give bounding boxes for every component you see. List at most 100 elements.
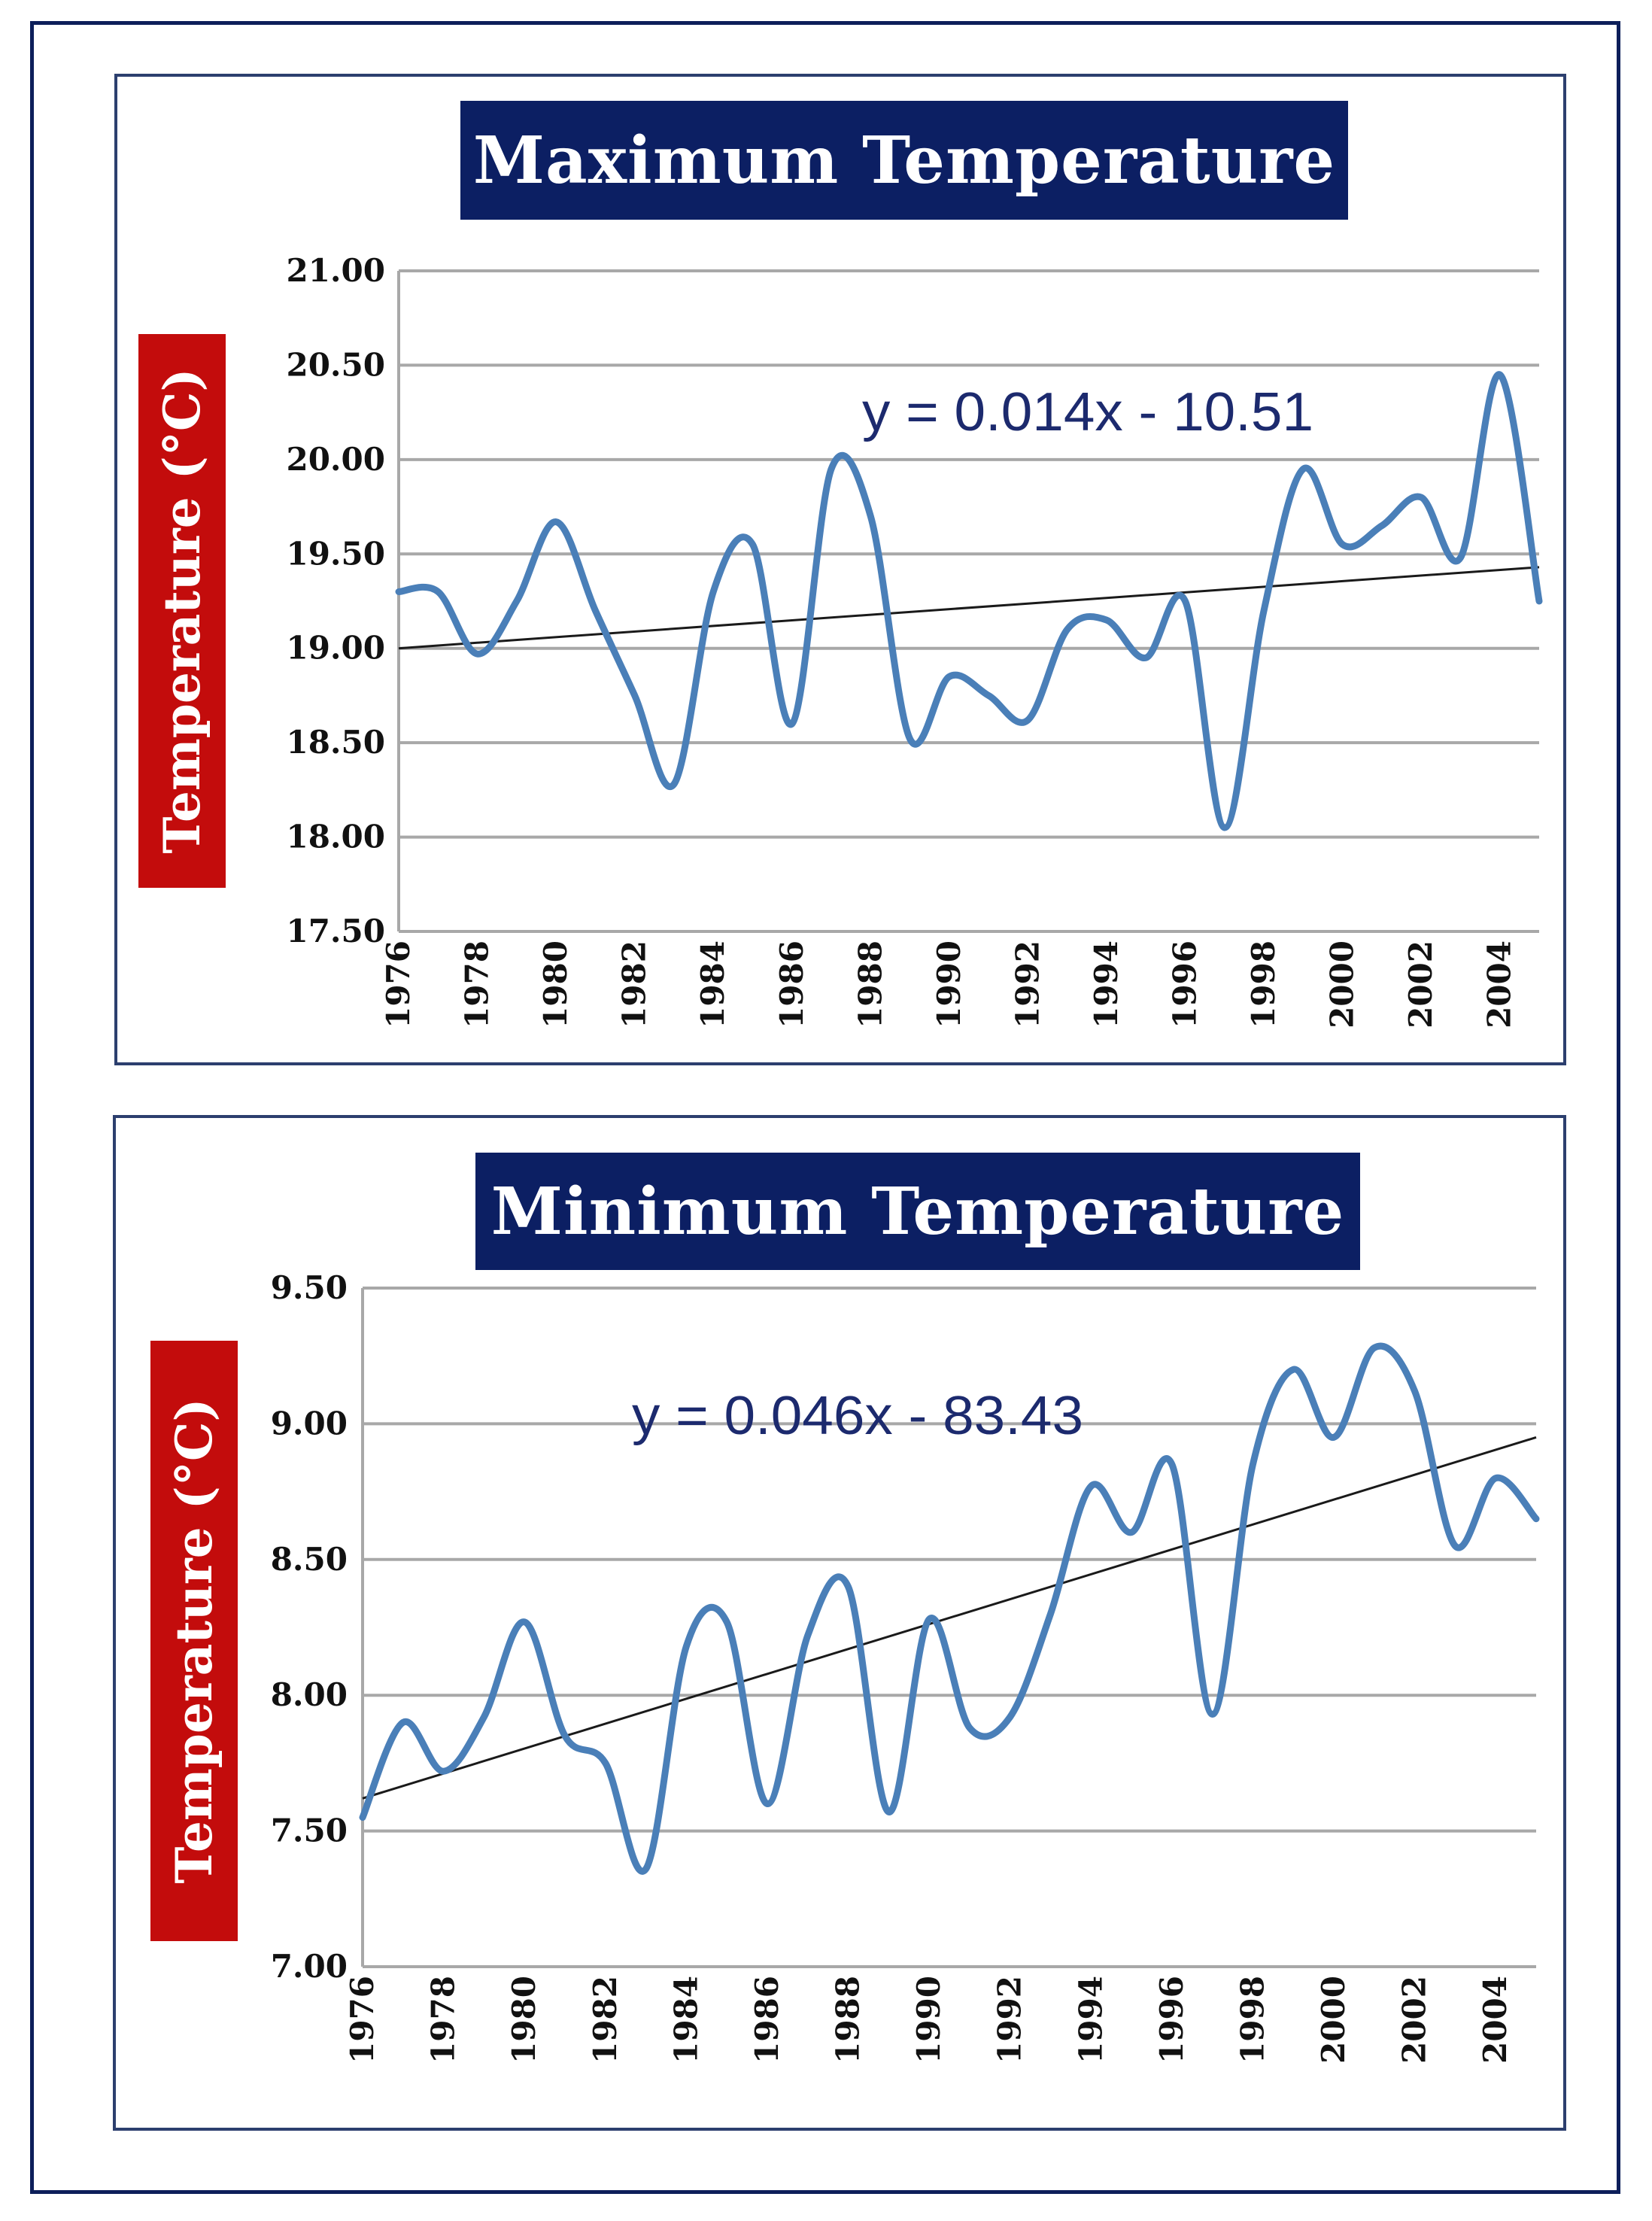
data-point: [515, 599, 519, 603]
data-point: [1419, 495, 1423, 500]
x-tick-label: 1996: [1167, 940, 1204, 1028]
x-tick-label: 2000: [1324, 940, 1361, 1028]
data-point: [593, 609, 597, 613]
x-tick-label: 1982: [587, 1976, 624, 2064]
x-tick-label: 1986: [773, 940, 810, 1028]
data-point: [554, 520, 558, 524]
x-tick-label: 2004: [1481, 940, 1518, 1028]
y-tick-label: 8.50: [271, 1541, 348, 1578]
data-point: [396, 589, 401, 594]
y-axis-label-box: Temperature (°C): [138, 334, 226, 888]
data-point: [1291, 1367, 1295, 1372]
max-chart-plot: 21.00 20.50 20.00 19.50 19.00 18.50 18.00 17.50…: [286, 252, 1543, 1028]
chart-title: Maximum Temperature: [460, 101, 1348, 220]
data-point: [886, 1809, 891, 1814]
x-tick-label: 1992: [992, 1976, 1028, 2064]
data-point: [1372, 1345, 1377, 1350]
x-tick-label: 1998: [1234, 1976, 1271, 2064]
data-point: [1025, 718, 1030, 722]
y-tick-label: 19.50: [286, 535, 385, 572]
chart-title: Minimum Temperature: [475, 1153, 1360, 1270]
data-point: [868, 514, 873, 518]
data-point: [1301, 466, 1305, 471]
data-point: [1048, 1612, 1052, 1616]
x-tick-label: 1982: [616, 940, 653, 1028]
max-temperature-chart: 21.00 20.50 20.00 19.50 19.00 18.50 18.00 17.50…: [114, 74, 1566, 1065]
data-point: [644, 1867, 648, 1871]
data-point: [1104, 618, 1109, 622]
series-line: [359, 1342, 1540, 1875]
x-tick-label: 1992: [1009, 940, 1046, 1028]
trend-equation: y = 0.014x - 10.51: [862, 382, 1313, 442]
data-point: [1143, 655, 1148, 660]
x-tick-label: 2004: [1477, 1976, 1514, 2064]
y-axis-label: Temperature (°C): [165, 1398, 223, 1884]
data-point: [442, 1769, 446, 1773]
data-point: [1250, 1463, 1255, 1467]
x-tick-label: 1984: [667, 1976, 704, 2064]
data-point: [947, 674, 952, 679]
y-axis-label: Temperature (°C): [153, 368, 211, 854]
y-tick-label: 18.50: [286, 724, 385, 761]
x-tick-label: 1976: [344, 1976, 381, 2064]
data-point: [1210, 1712, 1215, 1716]
min-temperature-chart: 9.50 9.00 8.50 8.00 7.50 7.00 1976 1978 1980 1982…: [113, 1115, 1566, 2131]
data-point: [711, 589, 715, 594]
data-point: [829, 466, 834, 471]
data-point: [684, 1644, 688, 1648]
y-tick-label: 7.50: [271, 1812, 348, 1849]
data-point: [724, 1620, 729, 1624]
y-tick-label: 8.00: [271, 1676, 348, 1713]
y-tick-label: 9.00: [271, 1405, 348, 1442]
trend-line: [398, 566, 1540, 650]
x-tick-label: 1980: [537, 940, 574, 1028]
data-point: [1183, 599, 1188, 603]
data-point: [1493, 1476, 1498, 1481]
y-tick-label: 17.50: [286, 913, 385, 949]
data-point: [1453, 1544, 1457, 1548]
x-tick-label: 1994: [1072, 1976, 1109, 2064]
data-point: [1537, 599, 1541, 603]
x-tick-label: 1976: [380, 940, 417, 1028]
data-point: [481, 1715, 486, 1719]
data-point: [1129, 1530, 1134, 1535]
x-tick-label: 2002: [1402, 940, 1439, 1028]
data-point: [1380, 524, 1384, 528]
data-point: [750, 542, 755, 547]
x-tick-label: 1988: [852, 940, 888, 1028]
data-point: [1413, 1389, 1417, 1393]
data-point: [1170, 1463, 1174, 1467]
series-line: [395, 371, 1543, 831]
y-tick-label: 19.00: [286, 630, 385, 667]
data-point: [1341, 542, 1345, 547]
data-point: [765, 1802, 770, 1806]
data-point: [1458, 555, 1462, 560]
data-point: [563, 1733, 567, 1738]
data-point: [1008, 1715, 1013, 1719]
data-point: [986, 693, 991, 697]
data-point: [633, 693, 637, 697]
data-point: [522, 1620, 527, 1624]
x-tick-label: 1990: [910, 1976, 947, 2064]
data-point: [927, 1617, 931, 1621]
x-tick-label: 1978: [425, 1976, 462, 2064]
data-point: [401, 1720, 405, 1724]
y-tick-label: 9.50: [271, 1269, 348, 1306]
y-axis-label-box: Temperature (°C): [150, 1341, 238, 1941]
data-point: [1065, 627, 1070, 632]
y-tick-label: 20.00: [286, 441, 385, 478]
data-point: [603, 1761, 608, 1765]
data-point: [1262, 609, 1266, 613]
data-point: [1222, 825, 1227, 830]
x-tick-label: 2002: [1396, 1976, 1433, 2064]
data-point: [436, 589, 440, 594]
y-tick-label: 20.50: [286, 346, 385, 383]
data-point: [1089, 1484, 1093, 1488]
data-point: [1332, 1435, 1336, 1439]
data-point: [846, 1584, 851, 1589]
y-tick-label: 18.00: [286, 819, 385, 855]
data-point: [360, 1815, 365, 1820]
x-tick-label: 1990: [931, 940, 967, 1028]
data-point: [908, 737, 913, 741]
